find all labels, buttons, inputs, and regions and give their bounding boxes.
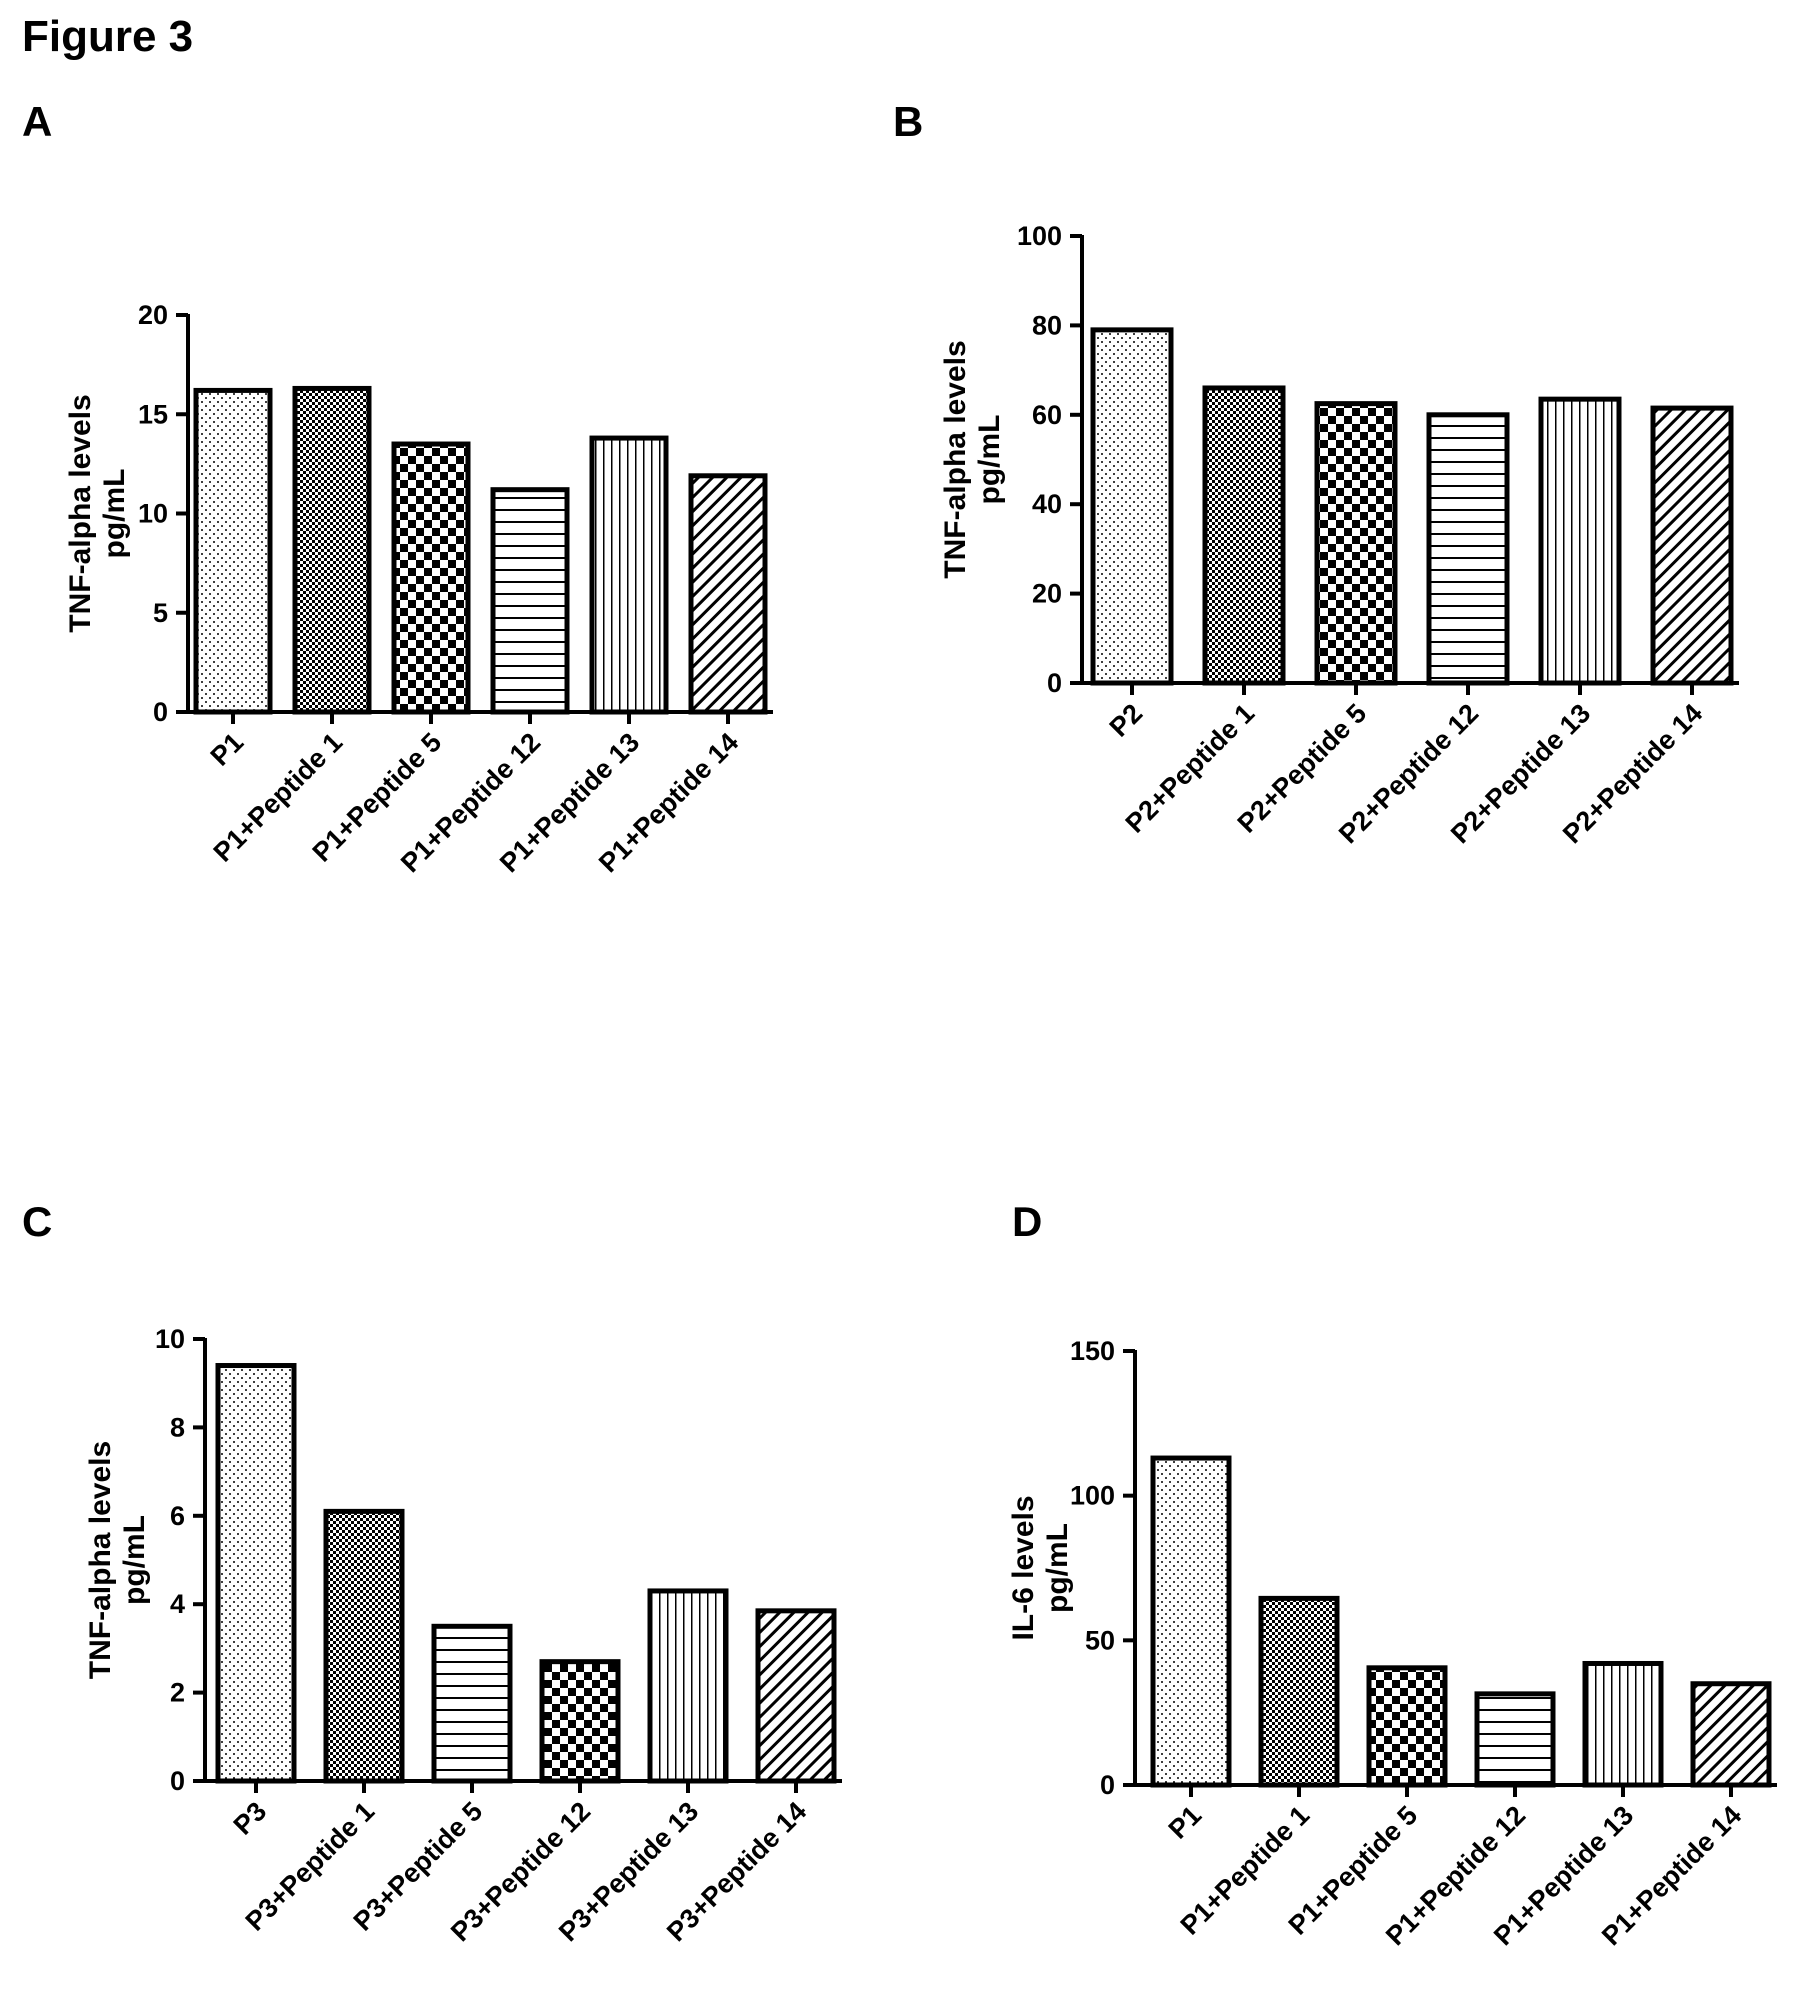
bar-d [1366,1665,1448,1788]
bar-a [193,387,273,715]
panel-label-a: A [22,98,53,145]
bar-b [1202,385,1286,686]
bar-c [431,1623,513,1784]
bar-c [539,1659,621,1784]
y-tick-label-d: 50 [1085,1625,1115,1655]
y-tick-label-d: 0 [1100,1770,1115,1800]
y-axis-title-a: TNF-alpha levels [64,394,97,632]
y-tick-label-a: 15 [138,399,168,429]
bar-a [589,435,669,715]
category-label-d: P1 [1163,1800,1208,1845]
bar-c [215,1363,297,1784]
y-tick-label-b: 100 [1017,221,1062,251]
bar-d [1582,1660,1664,1788]
y-tick-label-b: 20 [1032,579,1062,609]
y-axis-title-c: pg/mL [118,1515,151,1605]
bar-c [647,1588,729,1784]
bar-c [755,1608,837,1784]
panel-label-c: C [22,1198,53,1245]
y-axis-title-d: pg/mL [1041,1523,1074,1613]
y-tick-label-c: 0 [170,1766,185,1796]
y-tick-label-b: 0 [1047,668,1062,698]
y-tick-label-c: 10 [155,1324,185,1354]
bar-b [1538,396,1622,686]
bar-a [688,473,768,715]
y-tick-label-c: 6 [170,1501,185,1531]
y-tick-label-c: 2 [170,1678,185,1708]
bar-d [1258,1595,1340,1788]
category-label-a: P1 [205,727,250,772]
bar-c [323,1508,405,1784]
y-tick-label-a: 5 [153,598,168,628]
bar-b [1090,327,1174,686]
bar-a [391,441,471,715]
bar-d [1690,1681,1772,1788]
bar-a [490,487,570,715]
figure-title: Figure 3 [22,12,194,61]
bar-b [1650,405,1734,686]
y-tick-label-c: 8 [170,1412,185,1442]
category-label-c: P3 [228,1796,273,1841]
y-tick-label-a: 0 [153,697,168,727]
bar-d [1474,1691,1556,1788]
y-axis-title-c: TNF-alpha levels [84,1441,117,1679]
y-tick-label-a: 10 [138,499,168,529]
y-axis-title-b: TNF-alpha levels [939,340,972,578]
y-tick-label-c: 4 [170,1589,185,1619]
panel-label-b: B [893,98,924,145]
y-tick-label-b: 40 [1032,489,1062,519]
y-tick-label-a: 20 [138,300,168,330]
bar-b [1314,401,1398,686]
bar-a [292,385,372,715]
bar-b [1426,412,1510,686]
y-axis-title-b: pg/mL [973,415,1006,505]
category-label-b: P2 [1104,698,1149,743]
y-axis-title-d: IL-6 levels [1007,1495,1040,1640]
y-tick-label-d: 150 [1070,1336,1115,1366]
y-axis-title-a: pg/mL [98,469,131,559]
y-tick-label-d: 100 [1070,1481,1115,1511]
panel-label-d: D [1012,1198,1043,1245]
y-tick-label-b: 80 [1032,310,1062,340]
y-tick-label-b: 60 [1032,400,1062,430]
bar-d [1150,1455,1232,1788]
